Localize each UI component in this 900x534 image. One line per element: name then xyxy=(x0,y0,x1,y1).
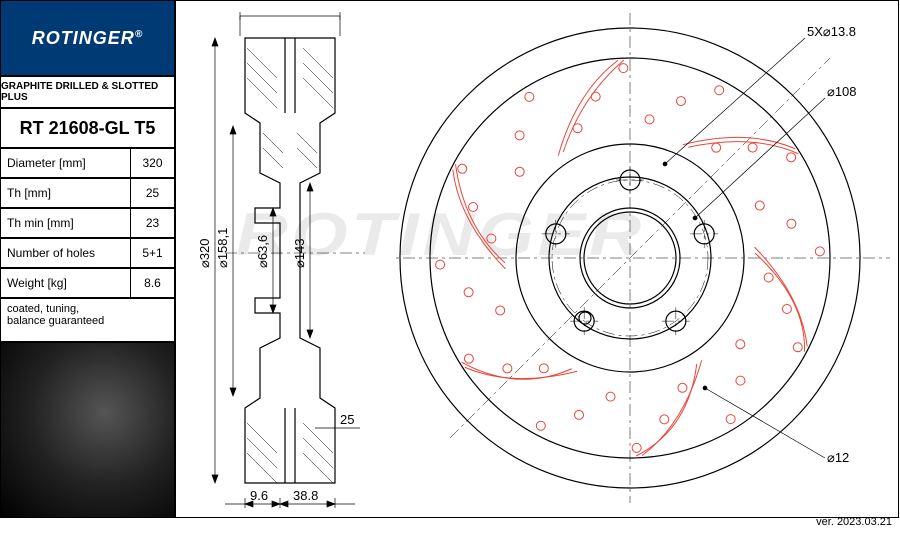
dim-d143: ⌀143 xyxy=(292,238,307,268)
dim-d320: ⌀320 xyxy=(197,238,212,268)
spec-label: Th [mm] xyxy=(1,179,131,207)
notes-text: coated, tuning, balance guaranteed xyxy=(7,303,104,327)
callout-bolt: 5X⌀13.8 xyxy=(807,24,856,39)
spec-value: 320 xyxy=(131,149,174,177)
spec-value: 25 xyxy=(131,179,174,207)
dim-w388: 38.8 xyxy=(293,488,318,503)
part-number: RT 21608-GL T5 xyxy=(20,118,156,139)
spec-value: 5+1 xyxy=(131,239,174,267)
spec-row-th: Th [mm] 25 xyxy=(0,178,175,208)
spec-label: Number of holes xyxy=(1,239,131,267)
callout-drill: ⌀12 xyxy=(827,450,849,465)
dim-w96: 9.6 xyxy=(250,488,268,503)
subtitle-panel: GRAPHITE DRILLED & SLOTTED PLUS xyxy=(0,76,175,108)
brand-name: ROTINGER xyxy=(32,28,135,48)
spec-value: 23 xyxy=(131,209,174,237)
spec-label: Weight [kg] xyxy=(1,269,131,297)
notes-panel: coated, tuning, balance guaranteed xyxy=(0,298,175,342)
spec-row-holes: Number of holes 5+1 xyxy=(0,238,175,268)
product-photo xyxy=(0,342,175,518)
part-number-panel: RT 21608-GL T5 xyxy=(0,108,175,148)
dim-d158: ⌀158,1 xyxy=(215,228,230,268)
product-line: GRAPHITE DRILLED & SLOTTED PLUS xyxy=(1,81,174,103)
side-section-view: ⌀320 ⌀158,1 ⌀63,6 ⌀143 25 9.6 38.8 xyxy=(185,8,405,513)
spec-label: Th min [mm] xyxy=(1,209,131,237)
front-face-view: 5X⌀13.8 ⌀108 ⌀12 xyxy=(395,8,895,513)
brand-logo-panel: ROTINGER® xyxy=(0,0,175,76)
dim-w25: 25 xyxy=(340,412,354,427)
spec-row-weight: Weight [kg] 8.6 xyxy=(0,268,175,298)
spec-value: 8.6 xyxy=(131,269,174,297)
brand-logo-text: ROTINGER® xyxy=(32,28,143,49)
spec-label: Diameter [mm] xyxy=(1,149,131,177)
spec-row-diameter: Diameter [mm] 320 xyxy=(0,148,175,178)
dim-d63: ⌀63,6 xyxy=(255,235,270,268)
callout-pcd: ⌀108 xyxy=(827,84,857,99)
spec-row-thmin: Th min [mm] 23 xyxy=(0,208,175,238)
brand-registered: ® xyxy=(135,29,143,40)
version-label: ver. 2023.03.21 xyxy=(816,516,892,528)
